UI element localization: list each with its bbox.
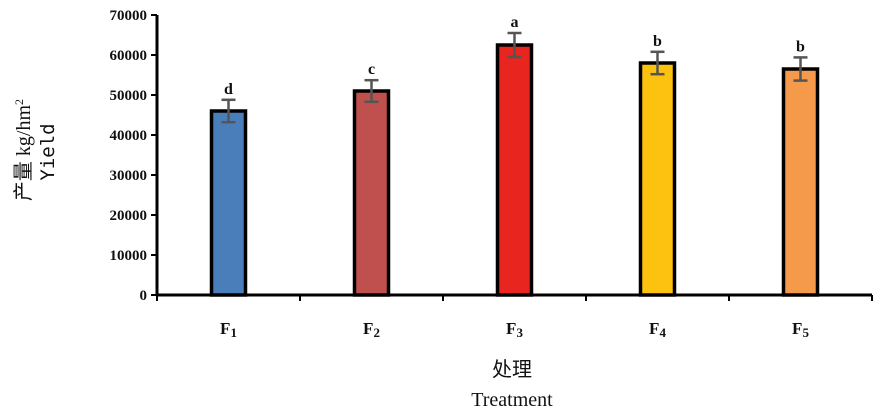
category-label: F1 xyxy=(220,319,237,340)
y-axis-title: 产量 kg/hm2 Yield xyxy=(12,99,59,201)
y-tick-label: 0 xyxy=(140,288,148,304)
y-axis-title-zh: 产量 kg/hm xyxy=(12,105,35,202)
significance-label: d xyxy=(224,81,233,98)
y-tick-label: 30000 xyxy=(110,168,148,184)
y-tick-label: 50000 xyxy=(110,88,148,104)
category-label: F3 xyxy=(506,319,523,340)
significance-label: b xyxy=(653,33,662,50)
y-tick-label: 70000 xyxy=(110,8,148,24)
svg-text:产量 kg/hm2: 产量 kg/hm2 xyxy=(12,99,35,201)
significance-label: c xyxy=(368,61,375,78)
bar xyxy=(781,67,820,297)
y-tick-label: 60000 xyxy=(110,48,148,64)
category-label: F4 xyxy=(649,319,666,340)
y-axis-title-sup: 2 xyxy=(12,99,26,105)
bar xyxy=(495,43,534,297)
bar xyxy=(352,89,391,297)
x-axis-title-zh: 处理 xyxy=(492,358,532,381)
bar xyxy=(638,61,677,297)
y-tick-label: 10000 xyxy=(110,248,148,264)
significance-label: b xyxy=(796,38,805,55)
y-tick-label: 20000 xyxy=(110,208,148,224)
y-axis-title-en: Yield xyxy=(37,123,59,180)
bar xyxy=(209,109,248,297)
category-label: F2 xyxy=(363,319,380,340)
y-tick-label: 40000 xyxy=(110,128,148,144)
category-label: F5 xyxy=(792,319,809,340)
plot-area: 0 10000 20000 30000 40000 50000 60000 70000 d F1 c… xyxy=(110,8,873,340)
significance-label: a xyxy=(511,14,519,31)
x-axis-title-en: Treatment xyxy=(471,389,553,411)
